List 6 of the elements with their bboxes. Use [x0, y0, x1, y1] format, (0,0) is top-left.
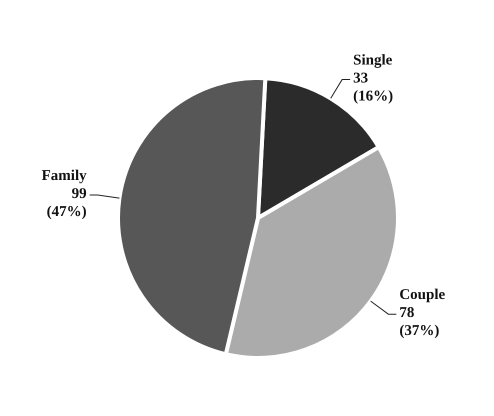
- data-label: 99 (47%): [46, 186, 87, 220]
- slice-label: Single: [353, 52, 393, 69]
- slice-label: Couple: [399, 288, 446, 304]
- data-label: 78 (37%): [399, 306, 440, 340]
- slice-label: Family: [42, 168, 88, 184]
- data-label: 33 (16%): [353, 70, 394, 105]
